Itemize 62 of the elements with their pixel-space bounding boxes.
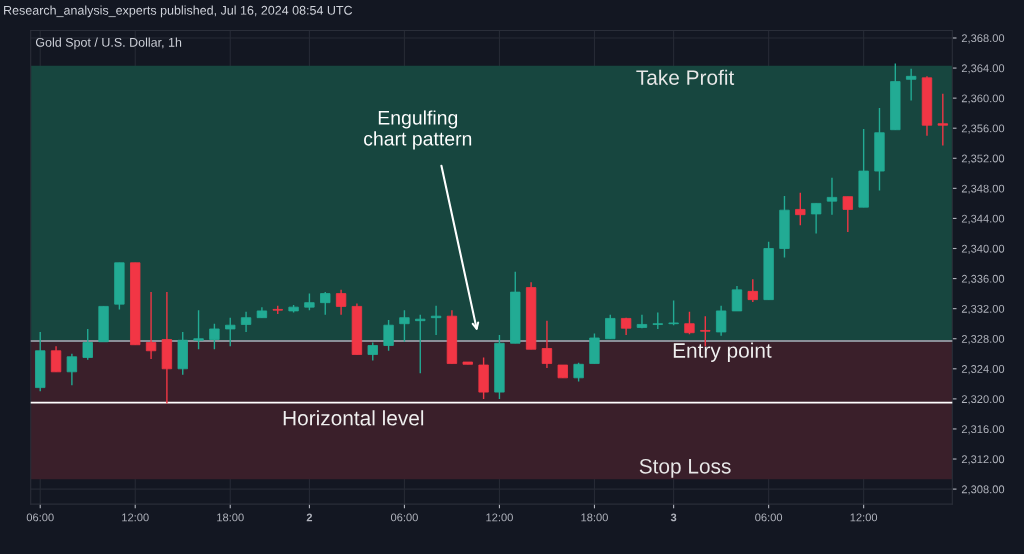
candlestick: [193, 309, 204, 350]
x-tick-label: 12:00: [122, 513, 149, 522]
text: Research_analysis_experts published, Jul 16, 2024 08:54 UTC: [4, 5, 353, 18]
candlestick: [240, 310, 252, 333]
y-tick-label: 2,360.00: [961, 94, 1005, 104]
ref-line-label: Entry point: [673, 342, 772, 362]
y-tick-label: 2,328.00: [961, 335, 1005, 345]
candlestick: [145, 291, 157, 360]
candlestick: [82, 328, 93, 361]
y-tick-label: 2,352.00: [961, 154, 1005, 164]
candlestick: [66, 353, 78, 387]
x-tick-label: 12:00: [486, 513, 513, 522]
x-tick-label: 18:00: [217, 513, 244, 522]
candlestick: [383, 319, 394, 352]
candlestick: [367, 341, 378, 362]
candlestick: [320, 291, 331, 316]
annotation: Engulfing chart pattern: [364, 110, 472, 150]
x-tick-label: 12:00: [850, 513, 878, 522]
y-tick-label: 2,340.00: [961, 244, 1005, 254]
y-tick-label: 2,348.00: [961, 184, 1005, 194]
y-tick-label: 2,312.00: [961, 455, 1005, 465]
y-tick-label: 2,324.00: [961, 365, 1005, 375]
y-tick-label: 2,368.00: [961, 34, 1005, 44]
candlestick: [225, 316, 236, 347]
x-tick-label: 06:00: [755, 513, 783, 522]
y-tick-label: 2,364.00: [961, 64, 1005, 74]
text: Gold Spot / U.S. Dollar, 1h: [35, 37, 182, 50]
candlestick: [335, 289, 347, 316]
candlestick: [541, 319, 553, 369]
band-label: Stop Loss: [639, 458, 731, 478]
y-tick-label: 2,308.00: [961, 485, 1005, 495]
candlestick: [937, 92, 948, 147]
candlestick: [747, 278, 758, 303]
y-tick-label: 2,344.00: [961, 214, 1005, 224]
ref-line-label: Horizontal level: [283, 410, 424, 426]
candlestick: [605, 313, 616, 340]
x-tick-label: 2: [306, 513, 313, 522]
candlestick: [731, 285, 743, 312]
x-tick-label: 06:00: [390, 513, 418, 522]
candlestick: [905, 68, 917, 102]
x-tick-label: 3: [670, 513, 677, 522]
x-tick-label: 06:00: [26, 513, 54, 522]
y-tick-label: 2,336.00: [961, 274, 1005, 285]
band-label: Take Profit: [636, 69, 735, 85]
y-tick-label: 2,332.00: [961, 304, 1005, 315]
candlestick: [50, 345, 62, 373]
candlestick: [668, 299, 679, 326]
candlestick: [715, 304, 727, 337]
candlestick: [399, 309, 410, 343]
y-tick-label: 2,316.00: [961, 425, 1005, 435]
y-tick-label: 2,356.00: [961, 124, 1005, 134]
candlestick: [795, 192, 806, 226]
y-tick-label: 2,320.00: [961, 395, 1005, 405]
candlestick: [636, 313, 648, 329]
candlestick: [573, 362, 584, 383]
candlestick: [810, 202, 822, 235]
candlestick: [826, 177, 838, 216]
candlestick: [209, 322, 220, 350]
x-tick-label: 18:00: [581, 513, 608, 522]
candlestick: [842, 195, 853, 233]
candlestick: [415, 313, 426, 375]
candlestick: [684, 310, 695, 335]
